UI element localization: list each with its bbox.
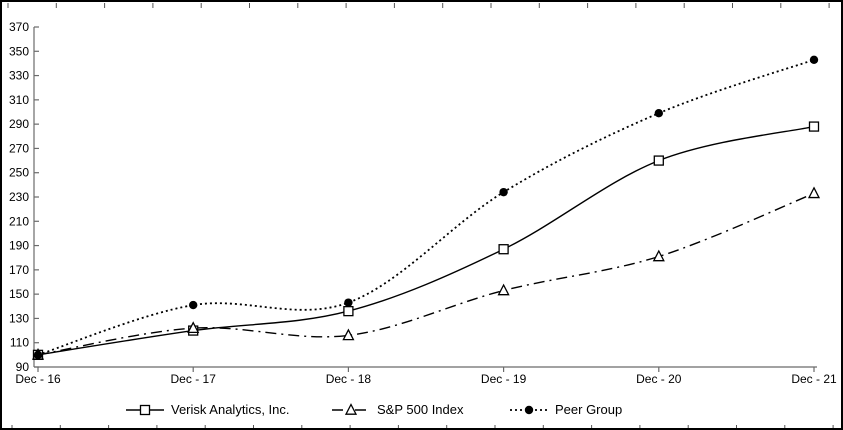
y-axis-tick-label: 370 [9,20,29,34]
legend-label: Peer Group [555,402,623,417]
series-s-p-500-index-marker-triangle [807,186,821,199]
series-s-p-500-index-marker-triangle [652,249,665,262]
legend-sample-svg [126,404,164,416]
series-peer-group-marker-circle [654,109,663,118]
series-line-verisk-analytics-inc [37,125,815,356]
y-axis-tick-label: 270 [9,141,29,155]
y-axis-tick-label: 90 [16,360,30,374]
series-verisk-analytics-inc-marker-square [343,305,354,317]
series-verisk-analytics-inc-marker-square [498,244,509,255]
y-axis-tick-label: 190 [9,239,29,253]
chart-legend: Verisk Analytics, Inc. S&P 500 Index Pee… [2,400,841,422]
legend-label: S&P 500 Index [377,402,464,417]
y-axis-tick-label: 330 [9,69,29,83]
y-axis-tick-label: 150 [9,287,29,301]
legend-item-verisk: Verisk Analytics, Inc. [125,400,290,420]
series-s-p-500-index-marker-triangle [187,321,200,333]
y-axis-tick-label: 310 [9,93,29,107]
legend-item-sp500: S&P 500 Index [331,400,464,420]
series-s-p-500-index-marker-triangle [342,328,355,341]
y-axis-tick-label: 250 [9,166,29,180]
series-peer-group-marker-circle [33,350,43,360]
x-axis-tick-label: Dec - 19 [481,372,527,386]
legend-sample-svg [510,405,548,415]
y-axis-tick-label: 290 [9,117,29,131]
series-line-peer-group [37,58,815,356]
legend-label: Verisk Analytics, Inc. [171,402,290,417]
series-s-p-500-index-marker-triangle [497,283,510,296]
x-axis-tick-label: Dec - 17 [171,372,217,386]
y-axis-tick-label: 130 [9,311,29,325]
legend-marker-open-square-icon [125,403,165,417]
x-axis-tick-label: Dec - 20 [636,372,682,386]
y-axis-tick-label: 230 [9,190,29,204]
series-peer-group-marker-circle [344,298,353,307]
x-axis-tick-label: Dec - 21 [791,372,837,386]
series-verisk-analytics-inc-marker-square [653,155,664,166]
legend-item-peer-group: Peer Group [509,400,622,420]
legend-marker-filled-circle-icon [509,403,549,417]
series-peer-group-marker-circle [809,55,819,64]
series-peer-group-marker-circle [499,187,508,197]
y-axis-tick-label: 350 [9,44,29,58]
x-axis-tick-label: Dec - 16 [15,372,61,386]
x-axis-tick-label: Dec - 18 [326,372,372,386]
y-axis-tick-label: 210 [9,214,29,228]
y-axis-tick-label: 170 [9,263,29,277]
series-line-s-p-500-index [37,192,815,356]
series-verisk-analytics-inc-marker-square [808,121,820,132]
legend-marker-open-triangle-icon [331,403,371,417]
legend-sample-svg [332,403,370,415]
y-axis-tick-label: 110 [10,336,29,350]
series-peer-group-marker-circle [189,300,198,310]
